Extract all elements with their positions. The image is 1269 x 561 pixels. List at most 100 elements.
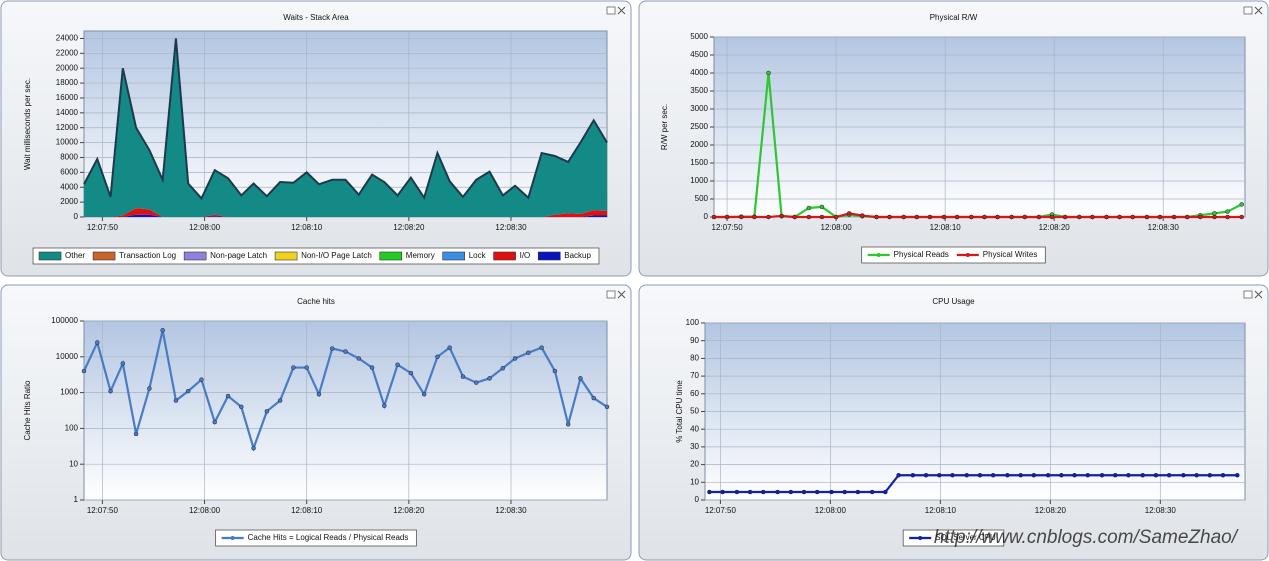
x-tick-label: 12:08:10 <box>925 506 957 515</box>
y-tick-label: 0 <box>695 495 700 504</box>
point <box>108 388 113 394</box>
y-tick-label: 30 <box>690 442 699 451</box>
watermark: http://www.cnblogs.com/SameZhao/ <box>934 527 1239 548</box>
point <box>1140 472 1145 478</box>
y-tick-label: 2000 <box>690 140 708 149</box>
point <box>1090 214 1095 220</box>
x-tick-label: 12:08:30 <box>495 223 527 232</box>
point <box>304 365 309 370</box>
restore-icon <box>606 290 616 299</box>
point <box>761 489 766 495</box>
point <box>487 376 492 381</box>
y-tick-label: 3000 <box>690 104 708 113</box>
close-icon <box>1254 6 1263 15</box>
x-tick-label: 12:08:00 <box>821 223 853 232</box>
area <box>84 214 607 217</box>
y-tick-label: 20000 <box>56 63 79 72</box>
point <box>1045 472 1051 478</box>
point <box>239 404 244 410</box>
legend-label: I/O <box>520 251 531 260</box>
point <box>512 356 518 361</box>
y-tick-label: 2500 <box>690 122 708 131</box>
close-icon <box>1254 290 1263 299</box>
point <box>896 472 901 478</box>
point <box>435 354 440 360</box>
y-tick-label: 22000 <box>56 48 79 57</box>
x-tick-label: 12:08:10 <box>930 223 962 232</box>
y-tick-label: 20 <box>690 460 699 469</box>
point <box>910 472 916 478</box>
point <box>1099 472 1105 478</box>
point <box>1239 202 1244 207</box>
point <box>1059 472 1064 478</box>
y-tick-label: 10000 <box>56 352 79 361</box>
point <box>806 214 812 220</box>
x-tick-label: 12:08:20 <box>1039 223 1071 232</box>
y-tick-label: 12000 <box>56 123 79 132</box>
point <box>95 340 100 345</box>
x-tick-label: 12:07:50 <box>705 506 737 515</box>
point <box>923 472 929 478</box>
point <box>1049 214 1055 220</box>
point <box>833 214 839 220</box>
point <box>133 431 139 437</box>
restore-icon <box>1243 6 1253 15</box>
point <box>1153 472 1159 478</box>
point <box>277 398 283 403</box>
point <box>539 345 544 350</box>
y-axis-label: Wait milliseconds per sec. <box>23 78 32 170</box>
y-tick-label: 5000 <box>690 32 708 41</box>
legend-label: Physical Writes <box>983 250 1038 259</box>
point <box>1104 214 1109 220</box>
point <box>964 472 970 478</box>
point <box>1212 214 1217 220</box>
restore-icon <box>606 6 616 15</box>
point <box>927 214 933 220</box>
point <box>120 361 126 366</box>
point <box>1077 214 1082 220</box>
point <box>316 391 322 397</box>
chart-title: Cache hits <box>297 297 335 306</box>
chart-title: Waits - Stack Area <box>283 13 349 22</box>
legend-label: Cache Hits = Logical Reads / Physical Re… <box>248 533 409 542</box>
point <box>1194 472 1199 478</box>
x-tick-label: 12:08:30 <box>495 506 527 515</box>
legend-label: SQL Server CPU <box>935 533 996 542</box>
point <box>874 214 879 220</box>
legend: Cache Hits = Logical Reads / Physical Re… <box>215 529 417 547</box>
point <box>1166 472 1172 478</box>
point <box>395 362 400 367</box>
point <box>982 214 987 220</box>
y-tick-label: 10 <box>690 477 699 486</box>
point <box>788 489 794 495</box>
point <box>860 213 865 218</box>
close-icon <box>617 6 626 15</box>
line <box>709 474 1238 494</box>
y-tick-label: 60 <box>690 389 699 398</box>
point <box>173 398 179 403</box>
legend-swatch <box>442 251 465 261</box>
point <box>707 489 712 495</box>
point <box>950 472 955 478</box>
legend-marker <box>918 536 923 540</box>
chart-title: CPU Usage <box>932 297 975 306</box>
area-outline <box>83 38 608 201</box>
point <box>720 489 725 495</box>
x-tick-label: 12:08:10 <box>291 223 323 232</box>
point <box>251 445 256 451</box>
legend-label: Non-page Latch <box>210 251 267 260</box>
point <box>264 409 270 414</box>
point <box>1225 209 1230 214</box>
point <box>842 489 847 495</box>
point <box>526 350 531 355</box>
point <box>711 214 717 220</box>
y-tick-label: 1500 <box>690 158 708 167</box>
y-tick-label: 4000 <box>60 182 78 191</box>
legend-marker <box>230 536 235 540</box>
y-tick-label: 8000 <box>60 153 78 162</box>
point <box>1235 472 1240 478</box>
point <box>1085 472 1090 478</box>
point <box>1171 214 1177 220</box>
point <box>775 489 780 495</box>
plot-area <box>83 320 608 501</box>
